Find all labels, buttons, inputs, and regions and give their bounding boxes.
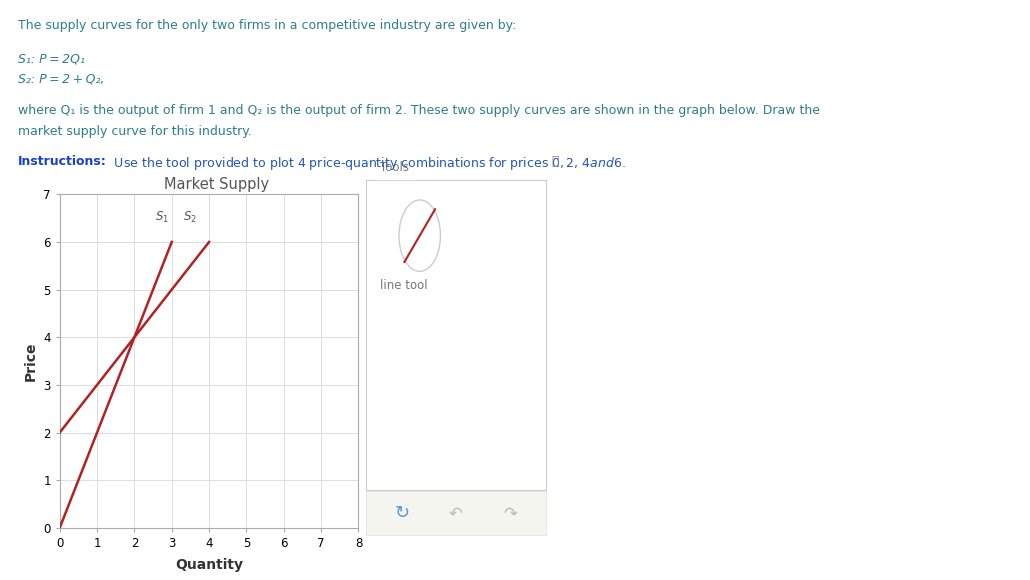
Y-axis label: Price: Price: [24, 341, 38, 381]
Text: $S_1$: $S_1$: [156, 210, 169, 225]
Text: The supply curves for the only two firms in a competitive industry are given by:: The supply curves for the only two firms…: [18, 19, 516, 31]
Text: ↷: ↷: [503, 504, 517, 522]
Text: Tools: Tools: [380, 161, 409, 173]
Text: market supply curve for this industry.: market supply curve for this industry.: [18, 125, 251, 137]
Text: Instructions:: Instructions:: [18, 155, 106, 168]
Text: Use the tool provided to plot 4 price-quantity combinations for prices $0, $2, $: Use the tool provided to plot 4 price-qu…: [110, 155, 626, 172]
Text: $S_2$: $S_2$: [183, 210, 198, 225]
Text: line tool: line tool: [380, 279, 427, 292]
Text: Market Supply: Market Supply: [164, 177, 269, 192]
Text: ↻: ↻: [394, 504, 409, 522]
Text: ⓘ: ⓘ: [551, 155, 558, 168]
Text: ↶: ↶: [449, 504, 462, 522]
X-axis label: Quantity: Quantity: [175, 558, 243, 572]
Text: where Q₁ is the output of firm 1 and Q₂ is the output of firm 2. These two suppl: where Q₁ is the output of firm 1 and Q₂ …: [18, 104, 820, 117]
Text: S₂: P = 2 + Q₂,: S₂: P = 2 + Q₂,: [18, 72, 104, 85]
Text: S₁: P = 2Q₁: S₁: P = 2Q₁: [18, 52, 84, 65]
